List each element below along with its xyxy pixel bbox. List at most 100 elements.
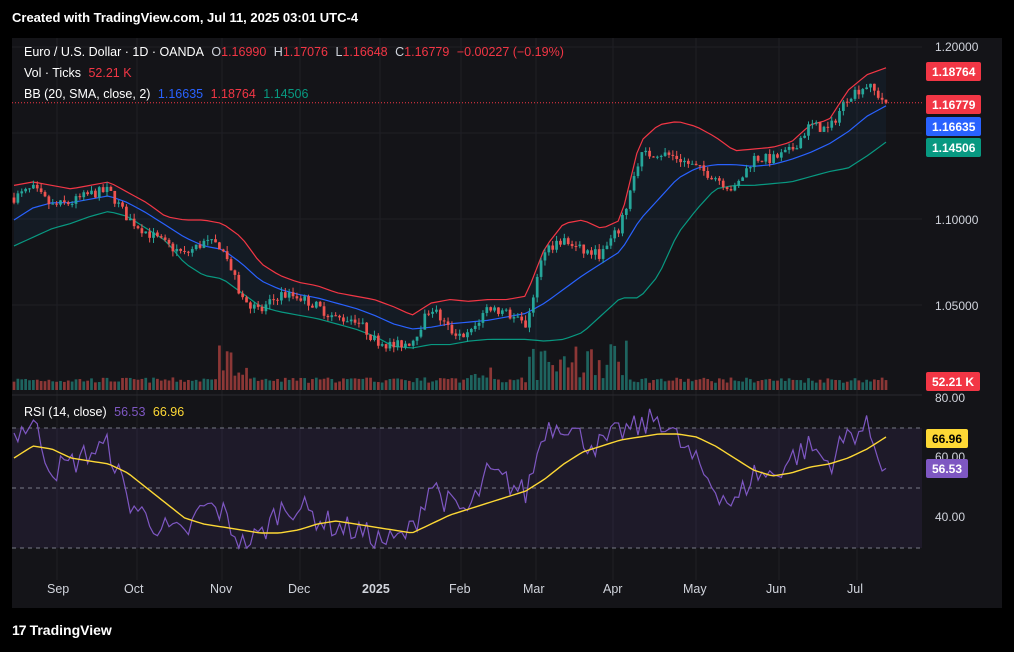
volume-bar xyxy=(125,377,128,390)
volume-bar xyxy=(477,377,481,390)
candle-body xyxy=(121,202,124,207)
candle-body xyxy=(419,329,423,337)
candle-body xyxy=(667,152,671,155)
rsi-legend: RSI (14, close) 56.53 66.96 xyxy=(24,405,188,419)
candle-body xyxy=(865,87,868,90)
volume-bar xyxy=(206,379,210,390)
volume-bar xyxy=(493,378,496,390)
candle-body xyxy=(109,186,113,191)
volume-label[interactable]: Vol · Ticks xyxy=(24,66,81,80)
volume-bar xyxy=(469,375,473,390)
candle-body xyxy=(330,315,334,318)
candle-body xyxy=(640,152,644,167)
candle-body xyxy=(624,208,628,215)
candle-body xyxy=(39,188,43,193)
volume-bar xyxy=(66,380,70,390)
x-tick: Jun xyxy=(766,582,787,596)
candle-body xyxy=(683,160,686,163)
candle-body xyxy=(834,120,837,123)
candle-body xyxy=(163,237,167,240)
volume-bar xyxy=(105,377,109,390)
volume-bar xyxy=(330,379,334,390)
volume-bar xyxy=(318,379,322,390)
volume-bar xyxy=(63,381,66,390)
volume-bar xyxy=(865,379,868,390)
candle-body xyxy=(411,340,415,346)
volume-bar xyxy=(311,379,314,390)
candle-body xyxy=(807,124,810,136)
volume-bar xyxy=(601,378,605,390)
close-value: 1.16779 xyxy=(404,45,450,59)
candle-body xyxy=(803,135,806,138)
candle-body xyxy=(218,242,221,250)
candle-body xyxy=(780,152,783,158)
candle-body xyxy=(586,250,589,254)
volume-bar xyxy=(303,378,307,390)
candle-body xyxy=(264,304,268,312)
volume-bar xyxy=(574,346,578,390)
rsi-line xyxy=(13,408,887,550)
volume-bar xyxy=(621,375,624,390)
symbol-name[interactable]: Euro / U.S. Dollar · 1D · OANDA xyxy=(24,45,204,59)
rsi-axis-label: 56.53 xyxy=(926,459,969,478)
candle-body xyxy=(768,153,772,164)
candle-body xyxy=(376,335,380,346)
candle-body xyxy=(427,313,431,315)
x-tick: Dec xyxy=(288,582,311,596)
volume-bar xyxy=(163,379,167,390)
candle-body xyxy=(183,250,186,252)
rsi-ma-value: 66.96 xyxy=(152,405,185,419)
candle-body xyxy=(431,311,434,314)
candle-body xyxy=(539,260,543,277)
candle-body xyxy=(787,146,791,150)
candle-body xyxy=(353,319,357,323)
volume-bar xyxy=(489,367,493,390)
volume-bar xyxy=(679,378,682,390)
candle-body xyxy=(276,299,279,301)
volume-bar xyxy=(175,381,179,390)
volume-bar xyxy=(187,379,190,390)
candle-body xyxy=(136,226,140,229)
candle-body xyxy=(551,245,555,250)
candle-body xyxy=(361,322,365,324)
volume-bar xyxy=(807,378,810,390)
candle-body xyxy=(504,309,508,311)
volume-bar xyxy=(562,356,566,390)
candle-body xyxy=(636,166,640,177)
candle-body xyxy=(24,188,27,192)
candle-body xyxy=(694,163,698,166)
candle-body xyxy=(194,244,198,250)
candle-body xyxy=(644,150,648,153)
x-tick: Apr xyxy=(603,582,623,596)
bb-label[interactable]: BB (20, SMA, close, 2) xyxy=(24,87,151,101)
brand-name: TradingView xyxy=(29,622,112,638)
candle-body xyxy=(528,312,531,328)
symbol-legend: Euro / U.S. Dollar · 1D · OANDA O1.16990… xyxy=(24,45,568,59)
volume-bar xyxy=(113,381,117,390)
volume-bar xyxy=(497,379,500,390)
candle-body xyxy=(318,301,322,307)
volume-bar xyxy=(167,380,171,390)
candle-body xyxy=(241,293,245,298)
candle-body xyxy=(741,177,744,181)
volume-bar xyxy=(237,372,241,390)
volume-bar xyxy=(411,382,415,390)
candle-body xyxy=(396,340,400,348)
volume-bar xyxy=(640,378,644,390)
candle-body xyxy=(559,240,562,245)
volume-bar xyxy=(686,378,690,390)
volume-bar xyxy=(276,378,279,390)
candle-body xyxy=(334,315,338,317)
volume-bar xyxy=(435,380,438,390)
candle-body xyxy=(733,185,737,191)
candle-body xyxy=(128,218,132,221)
bb-upper-value: 1.18764 xyxy=(210,87,256,101)
last-price-label: 1.16779 xyxy=(926,95,982,114)
tradingview-logo[interactable]: 17 TradingView xyxy=(12,622,112,638)
volume-bar xyxy=(427,382,431,390)
rsi-label[interactable]: RSI (14, close) xyxy=(24,405,107,419)
volume-bar xyxy=(570,362,574,390)
volume-bar xyxy=(605,364,609,390)
volume-bar xyxy=(233,375,237,390)
